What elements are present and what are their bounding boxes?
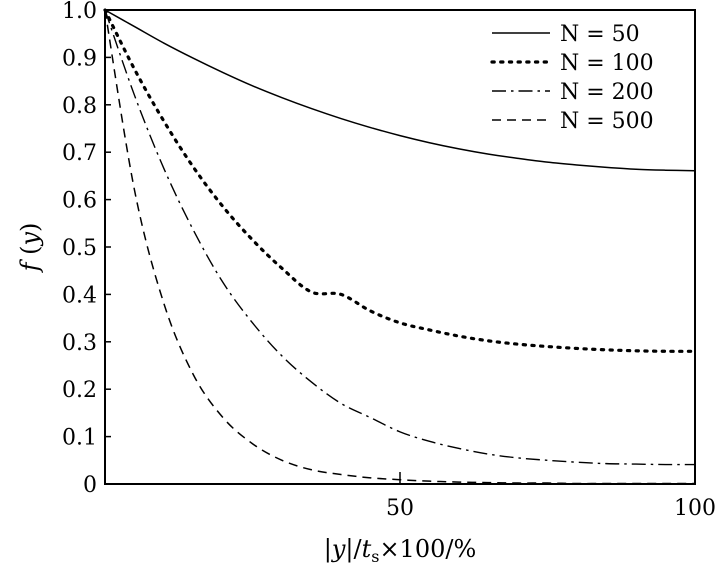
axis-ticks: 0 0.1 0.2 0.3 0.4 0.5 0.6 0.7 0.8 0.9 1.0 50 100 [62, 0, 716, 521]
x-tick-label: 50 [386, 496, 414, 521]
y-tick-label: 0.3 [62, 331, 97, 356]
series-line-200 [104, 9, 696, 466]
y-tick-label: 0.9 [62, 46, 97, 71]
legend-label: N = 500 [560, 109, 654, 134]
y-tick-label: 0.5 [62, 236, 97, 261]
x-tick-label: 100 [674, 496, 716, 521]
series-group [103, 8, 697, 485]
legend-label: N = 100 [560, 51, 654, 76]
legend-label: N = 200 [560, 80, 654, 105]
y-tick-label: 0.2 [62, 378, 97, 403]
x-axis-label: |y|/ts×100/% [324, 535, 477, 566]
series-line-500 [104, 9, 695, 485]
y-tick-label: 0 [83, 473, 97, 498]
y-tick-label: 1.0 [62, 0, 97, 24]
y-tick-label: 0.4 [62, 283, 97, 308]
series-line-100 [103, 8, 697, 353]
y-tick-label: 0.7 [62, 141, 97, 166]
y-tick-label: 0.1 [62, 426, 97, 451]
y-tick-label: 0.8 [62, 94, 97, 119]
y-tick-label: 0.6 [62, 189, 97, 214]
y-axis-label: f (y) [16, 223, 44, 274]
series-line-50 [104, 9, 696, 172]
legend: N = 50 N = 100 N = 200 N = 500 [490, 22, 654, 134]
legend-label: N = 50 [560, 22, 640, 47]
